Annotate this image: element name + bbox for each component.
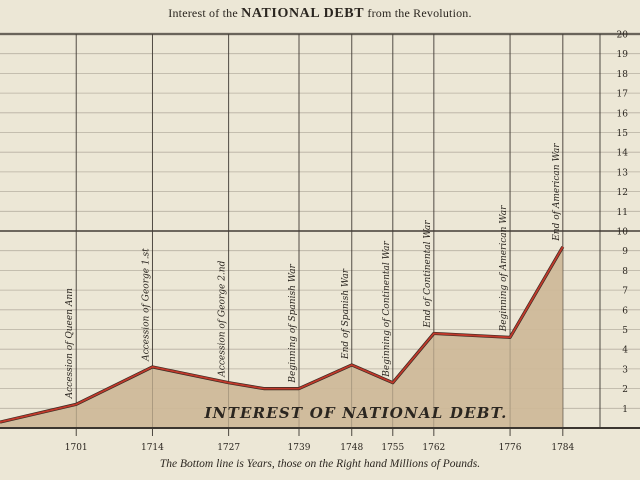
title-suffix: from the Revolution. <box>367 6 472 20</box>
event-annotation: Beginning of Spanish War <box>288 263 298 383</box>
area-label: INTEREST OF NATIONAL DEBT. <box>203 404 507 422</box>
x-tick-label: 1739 <box>288 443 311 453</box>
debt-area-fill <box>0 246 563 428</box>
event-annotation: Accession of George 1.st <box>141 248 151 362</box>
y-tick-label: 6 <box>622 306 628 316</box>
y-tick-label: 8 <box>622 267 628 277</box>
y-tick-label: 13 <box>617 168 629 178</box>
y-tick-label: 19 <box>617 50 629 60</box>
title-prefix: Interest of the <box>168 6 238 20</box>
event-annotation: Beginning of Continental War <box>382 241 392 378</box>
y-tick-label: 17 <box>617 90 629 100</box>
event-annotation: End of Continental War <box>423 220 433 329</box>
y-tick-label: 4 <box>622 346 628 356</box>
title-emphasis: NATIONAL DEBT <box>241 6 365 21</box>
event-annotation: Beginning of American War <box>499 205 509 333</box>
y-tick-label: 15 <box>617 129 629 139</box>
chart-title: Interest of the NATIONAL DEBT from the R… <box>0 6 640 22</box>
y-tick-label: 1 <box>622 405 628 415</box>
chart-caption: The Bottom line is Years, those on the R… <box>159 458 481 470</box>
y-tick-label: 10 <box>617 228 629 238</box>
x-tick-label: 1727 <box>217 443 240 453</box>
event-annotation: Accession of Queen Ann <box>65 288 75 399</box>
y-tick-label: 7 <box>622 287 628 297</box>
x-tick-label: 1714 <box>141 443 164 453</box>
y-tick-label: 12 <box>617 188 628 198</box>
x-tick-label: 1776 <box>499 443 522 453</box>
x-tick-label: 1762 <box>422 443 445 453</box>
y-tick-label: 11 <box>617 208 628 218</box>
x-tick-label: 1748 <box>340 443 363 453</box>
y-tick-label: 14 <box>617 149 629 159</box>
event-annotation: End of Spanish War <box>341 268 351 360</box>
y-tick-label: 2 <box>622 385 628 395</box>
y-tick-label: 5 <box>622 326 628 336</box>
x-tick-label: 1784 <box>551 443 574 453</box>
x-tick-label: 1755 <box>381 443 404 453</box>
y-tick-label: 18 <box>617 70 629 80</box>
event-annotation: End of American War <box>552 143 562 242</box>
x-tick-label: 1701 <box>65 443 88 453</box>
event-annotation: Accession of George 2.nd <box>218 260 228 377</box>
debt-series-line <box>0 246 564 423</box>
y-tick-label: 9 <box>622 247 628 257</box>
y-tick-label: 20 <box>617 31 629 41</box>
y-tick-label: 3 <box>622 365 628 375</box>
y-tick-label: 16 <box>617 109 629 119</box>
